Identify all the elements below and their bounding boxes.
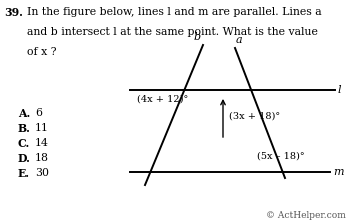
Text: A.: A.	[18, 108, 30, 119]
Text: of x ?: of x ?	[27, 47, 57, 57]
Text: 14: 14	[35, 138, 49, 148]
Text: B.: B.	[18, 123, 31, 134]
Text: D.: D.	[18, 153, 31, 164]
Text: (3x + 18)°: (3x + 18)°	[229, 112, 280, 121]
Text: l: l	[338, 85, 342, 95]
Text: 6: 6	[35, 108, 42, 118]
Text: (5x – 18)°: (5x – 18)°	[257, 152, 304, 161]
Text: 18: 18	[35, 153, 49, 163]
Text: 11: 11	[35, 123, 49, 133]
Text: (4x + 12)°: (4x + 12)°	[137, 95, 188, 104]
Text: b: b	[194, 32, 201, 42]
Text: In the figure below, lines l and m are parallel. Lines a: In the figure below, lines l and m are p…	[27, 7, 322, 17]
Text: © ActHelper.com: © ActHelper.com	[266, 211, 346, 220]
Text: C.: C.	[18, 138, 30, 149]
Text: a: a	[236, 35, 243, 45]
Text: and b intersect l at the same point. What is the value: and b intersect l at the same point. Wha…	[27, 27, 318, 37]
Text: 39.: 39.	[5, 7, 23, 18]
Text: m: m	[333, 167, 343, 177]
Text: 30: 30	[35, 168, 49, 178]
Text: E.: E.	[18, 168, 30, 179]
